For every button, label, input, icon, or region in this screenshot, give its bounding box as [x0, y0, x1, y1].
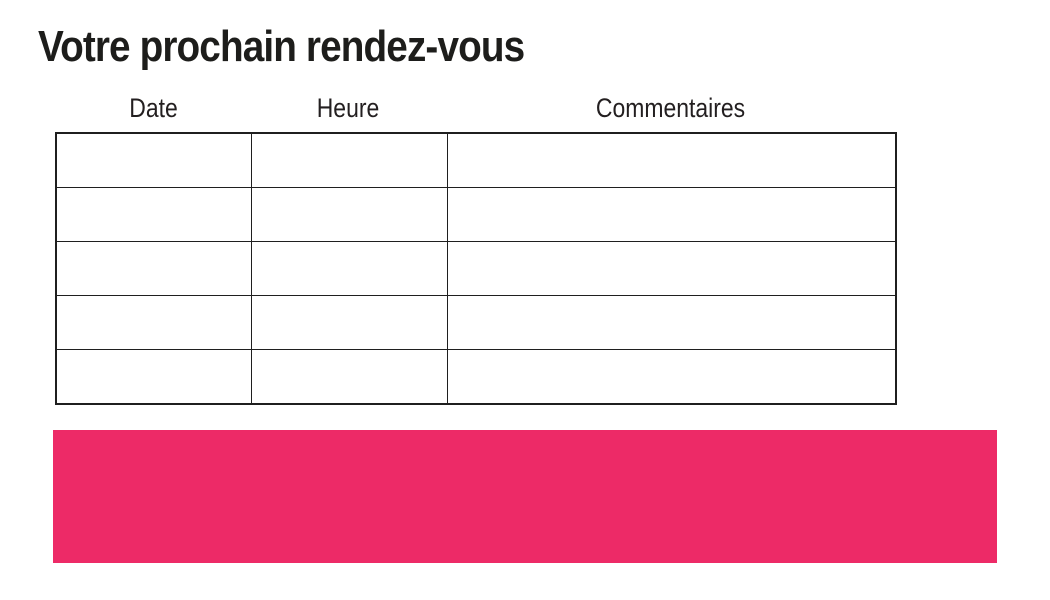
table-cell — [55, 241, 252, 296]
table-cell — [250, 187, 448, 242]
table-cell — [446, 132, 897, 188]
table-row — [55, 241, 897, 296]
table-cell — [55, 187, 252, 242]
appointment-table-body — [55, 132, 897, 405]
table-row — [55, 187, 897, 242]
table-header-row: Date Heure Commentaires — [57, 86, 895, 124]
table-row — [55, 349, 897, 405]
column-header-date: Date — [129, 93, 178, 124]
table-cell — [55, 349, 252, 405]
table-cell — [250, 295, 448, 350]
page-title: Votre prochain rendez-vous — [38, 22, 525, 71]
table-cell — [446, 295, 897, 350]
table-cell — [446, 349, 897, 405]
column-header-heure: Heure — [316, 93, 380, 124]
column-header-commentaires: Commentaires — [595, 93, 746, 124]
table-cell — [55, 295, 252, 350]
table-row — [55, 132, 897, 188]
table-cell — [446, 241, 897, 296]
table-cell — [250, 349, 448, 405]
appointment-banner — [53, 430, 997, 563]
table-cell — [250, 132, 448, 188]
appointment-table — [55, 132, 897, 405]
table-cell — [250, 241, 448, 296]
table-cell — [446, 187, 897, 242]
table-cell — [55, 132, 252, 188]
table-row — [55, 295, 897, 350]
